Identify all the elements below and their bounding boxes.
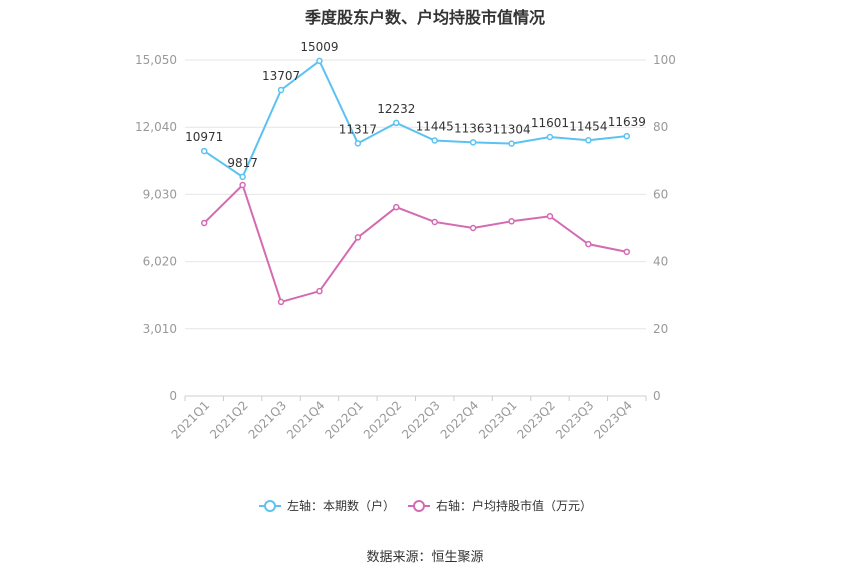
- series-1-point: [585, 137, 592, 144]
- series-1-point: [431, 137, 438, 144]
- data-label: 11601: [531, 116, 569, 130]
- y-left-tick-label: 6,020: [143, 255, 177, 269]
- series-2-point: [469, 224, 477, 232]
- x-tick-label: 2022Q2: [361, 398, 405, 442]
- grid-lines: [185, 59, 646, 397]
- x-tick-label: 2023Q1: [476, 398, 520, 442]
- series-2-point: [546, 212, 554, 220]
- series-line-1: [203, 59, 627, 179]
- chart-title: 季度股东户数、户均持股市值情况: [304, 8, 545, 27]
- legend: 左轴：本期数（户） 右轴：户均持股市值（万元）: [259, 498, 592, 513]
- legend-label: 右轴：户均持股市值（万元）: [436, 498, 592, 513]
- y-left-tick-label: 3,010: [143, 322, 177, 336]
- data-label: 11639: [608, 115, 646, 129]
- source-note: 数据来源：恒生聚源: [366, 550, 484, 565]
- data-label: 11454: [569, 119, 607, 133]
- y-right-tick-label: 20: [653, 322, 668, 336]
- data-label: 11304: [492, 123, 530, 137]
- y-right-tick-label: 80: [653, 120, 668, 134]
- x-tick-label: 2022Q4: [438, 398, 482, 442]
- series-1-point: [277, 86, 285, 94]
- x-tick-label: 2021Q3: [246, 398, 290, 442]
- legend-marker: [264, 500, 276, 512]
- series-2-point: [623, 248, 631, 256]
- legend-label: 左轴：本期数（户）: [287, 498, 395, 513]
- x-tick-label: 2022Q3: [399, 398, 443, 442]
- series-1-point: [508, 140, 515, 147]
- series-2-point: [431, 218, 438, 226]
- data-label: 15009: [300, 40, 338, 54]
- y-right-tick-label: 0: [653, 389, 661, 403]
- data-label: 9817: [227, 156, 258, 170]
- y-left-tick-label: 12,040: [135, 120, 177, 134]
- series-1-point: [623, 132, 631, 140]
- series-2-point: [316, 287, 323, 295]
- y-left-tick-label: 0: [169, 389, 177, 403]
- series-1-point: [469, 139, 477, 146]
- y-left-tick-label: 9,030: [143, 187, 177, 201]
- series-1-point: [393, 119, 400, 127]
- series-2-point: [200, 219, 208, 227]
- y-right-tick-label: 60: [653, 187, 668, 201]
- x-tick-label: 2023Q3: [553, 398, 597, 442]
- data-label: 11445: [416, 119, 454, 133]
- y-right-tick-label: 40: [653, 255, 668, 269]
- x-tick-label: 2021Q4: [284, 398, 328, 442]
- data-label: 11363: [454, 121, 492, 135]
- data-label: 11317: [339, 122, 377, 136]
- legend-marker: [413, 500, 425, 512]
- data-label: 10971: [185, 130, 223, 144]
- series-1-point: [546, 133, 554, 141]
- series-1-point: [200, 147, 208, 155]
- x-tick-label: 2023Q2: [515, 398, 559, 442]
- series-2-point: [354, 234, 362, 241]
- x-tick-label: 2021Q1: [169, 398, 213, 442]
- y-left-tick-label: 15,050: [135, 53, 177, 67]
- series-2-point: [508, 218, 515, 225]
- series-line-2: [203, 183, 627, 304]
- series-1-point: [354, 140, 362, 147]
- x-tick-label: 2023Q4: [591, 398, 635, 442]
- x-tick-label: 2021Q2: [207, 398, 251, 442]
- series-2-point: [277, 298, 285, 306]
- series-2-point: [585, 240, 592, 248]
- series: [200, 57, 631, 306]
- series-1-point: [239, 173, 246, 181]
- data-label: 12232: [377, 102, 415, 116]
- series-2-point: [239, 181, 246, 189]
- x-tick-label: 2022Q1: [322, 398, 366, 442]
- data-label: 13707: [262, 69, 300, 83]
- series-2-point: [393, 203, 400, 211]
- y-right-tick-label: 100: [653, 53, 676, 67]
- series-1-point: [316, 57, 323, 65]
